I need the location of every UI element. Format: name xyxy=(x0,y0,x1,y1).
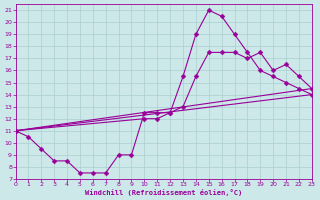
X-axis label: Windchill (Refroidissement éolien,°C): Windchill (Refroidissement éolien,°C) xyxy=(85,189,242,196)
